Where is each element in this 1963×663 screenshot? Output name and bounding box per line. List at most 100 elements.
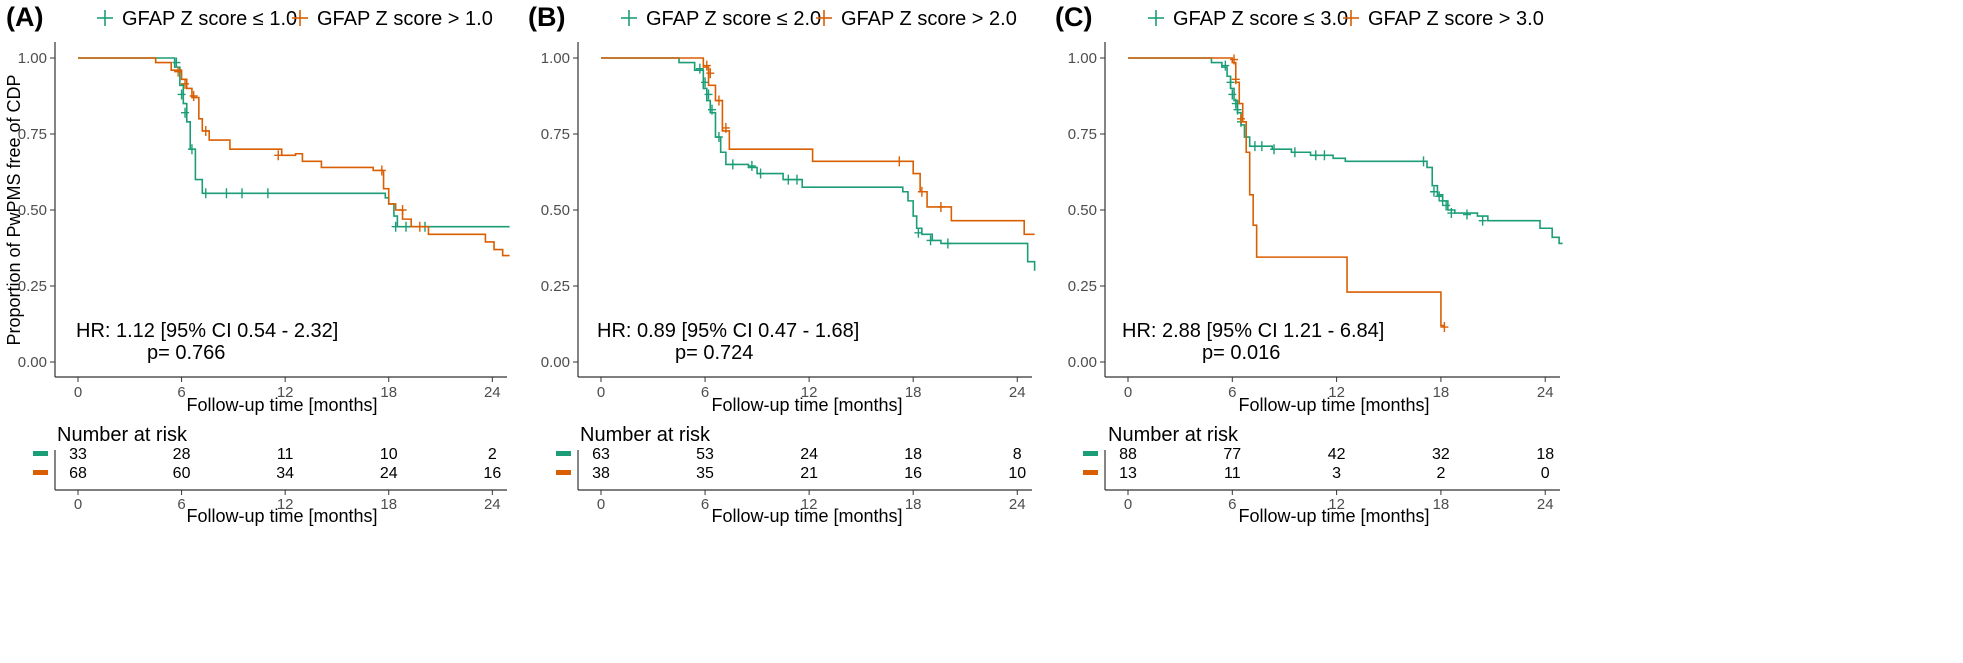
censor-mark [415, 221, 424, 232]
risk-count-low: 2 [488, 446, 497, 463]
risk-count-low: 18 [904, 446, 922, 463]
x-tick-label: 0 [597, 384, 605, 401]
risk-count-low: 28 [173, 446, 191, 463]
y-tick-label: 0.25 [18, 278, 47, 295]
panel-b: (B) GFAP Z score ≤ 2.0 GFAP Z score > 2.… [528, 2, 1036, 526]
y-tick-label: 0.50 [541, 202, 570, 219]
y-tick-label: 1.00 [1068, 50, 1097, 67]
x-tick-label: 0 [1124, 384, 1132, 401]
x-axis-title: Follow-up time [months] [1238, 395, 1429, 415]
x-tick-label: 18 [380, 384, 397, 401]
risk-x-tick-label: 12 [801, 496, 818, 513]
censor-mark [398, 205, 407, 215]
risk-x-tick-label: 6 [1228, 496, 1236, 513]
y-tick-label: 0.00 [1068, 354, 1097, 371]
x-tick-label: 24 [1537, 384, 1554, 401]
risk-x-tick-label: 0 [74, 496, 82, 513]
risk-row-high-swatch [556, 470, 571, 475]
risk-count-high: 0 [1541, 465, 1550, 482]
risk-count-low: 10 [380, 446, 398, 463]
p-annotation: p= 0.724 [675, 342, 753, 364]
x-tick-label: 12 [801, 384, 818, 401]
panel-c-label: (C) [1055, 2, 1092, 32]
censor-mark [1440, 322, 1449, 333]
censor-mark [1320, 150, 1329, 161]
censor-mark [274, 150, 283, 161]
risk-count-low: 77 [1223, 446, 1241, 463]
p-annotation: p= 0.016 [1202, 342, 1280, 364]
risk-x-tick-label: 24 [1537, 496, 1554, 513]
censor-mark [391, 221, 400, 232]
risk-x-axis-title: Follow-up time [months] [186, 506, 377, 526]
x-tick-label: 6 [177, 384, 185, 401]
censor-mark [1257, 141, 1266, 152]
censor-mark [174, 66, 183, 77]
panel-b-plot: 0.00 0.25 0.50 0.75 1.00 0 6 12 18 24 [541, 42, 1036, 401]
censor-mark [1290, 147, 1299, 158]
censor-mark [222, 188, 231, 199]
x-axis-title: Follow-up time [months] [186, 395, 377, 415]
x-tick-label: 18 [905, 384, 922, 401]
legend-high-label: GFAP Z score > 3.0 [1368, 8, 1544, 30]
censor-mark [1419, 156, 1428, 167]
censor-mark [1435, 191, 1444, 202]
panel-b-risk-table: 63 53 24 18 8 38 35 21 16 10 0 6 12 18 24 [556, 446, 1032, 513]
censor-mark [756, 168, 765, 179]
censor-mark [706, 68, 715, 79]
risk-row-high-swatch [33, 470, 48, 475]
risk-count-low: 18 [1536, 446, 1554, 463]
km-curve-low [1128, 57, 1563, 245]
censor-mark [1462, 209, 1471, 220]
legend-high-label: GFAP Z score > 1.0 [317, 8, 493, 30]
censor-mark [747, 160, 756, 171]
risk-count-high: 3 [1332, 465, 1341, 482]
x-tick-label: 24 [1009, 384, 1026, 401]
km-curve-high [1128, 57, 1445, 327]
risk-count-high: 60 [173, 465, 191, 482]
censor-mark [1442, 200, 1451, 211]
km-curve-high [601, 57, 1035, 236]
censor-mark [714, 132, 723, 143]
censor-mark [1478, 215, 1487, 226]
y-tick-label: 0.75 [1068, 126, 1097, 143]
censor-mark [1221, 60, 1230, 71]
censor-mark [714, 95, 723, 106]
risk-table-title: Number at risk [57, 424, 188, 446]
legend-low-label: GFAP Z score ≤ 3.0 [1173, 8, 1348, 30]
km-curve-low [601, 57, 1036, 271]
x-tick-label: 24 [484, 384, 501, 401]
risk-x-tick-label: 6 [177, 496, 185, 513]
censor-mark [926, 235, 935, 246]
panel-a-risk-table: 33 28 11 10 2 68 60 34 24 16 0 6 12 18 24 [33, 446, 507, 513]
km-curve-high [78, 57, 510, 257]
censor-mark [1250, 141, 1259, 152]
y-tick-label: 0.75 [541, 126, 570, 143]
censor-mark [402, 221, 411, 232]
censor-mark [708, 104, 717, 115]
censor-mark [263, 188, 272, 199]
x-tick-label: 6 [1228, 384, 1236, 401]
censor-mark [1231, 74, 1240, 85]
risk-count-high: 13 [1119, 465, 1137, 482]
km-curve-low [78, 57, 510, 228]
risk-x-axis-title: Follow-up time [months] [1238, 506, 1429, 526]
risk-count-low: 33 [69, 446, 87, 463]
risk-x-axis-title: Follow-up time [months] [711, 506, 902, 526]
risk-count-low: 11 [277, 446, 294, 463]
censor-mark [187, 144, 196, 155]
censor-mark [1311, 150, 1320, 161]
censor-mark [1270, 144, 1279, 155]
risk-x-tick-label: 0 [597, 496, 605, 513]
censor-mark [701, 77, 710, 88]
risk-count-high: 68 [69, 465, 87, 482]
risk-x-tick-label: 6 [701, 496, 709, 513]
x-axis-title: Follow-up time [months] [711, 395, 902, 415]
censor-mark [238, 188, 247, 199]
risk-count-low: 24 [800, 446, 818, 463]
risk-table-title: Number at risk [580, 424, 711, 446]
legend-low-label: GFAP Z score ≤ 1.0 [122, 8, 297, 30]
x-tick-label: 12 [1328, 384, 1345, 401]
risk-row-high-swatch [1083, 470, 1098, 475]
